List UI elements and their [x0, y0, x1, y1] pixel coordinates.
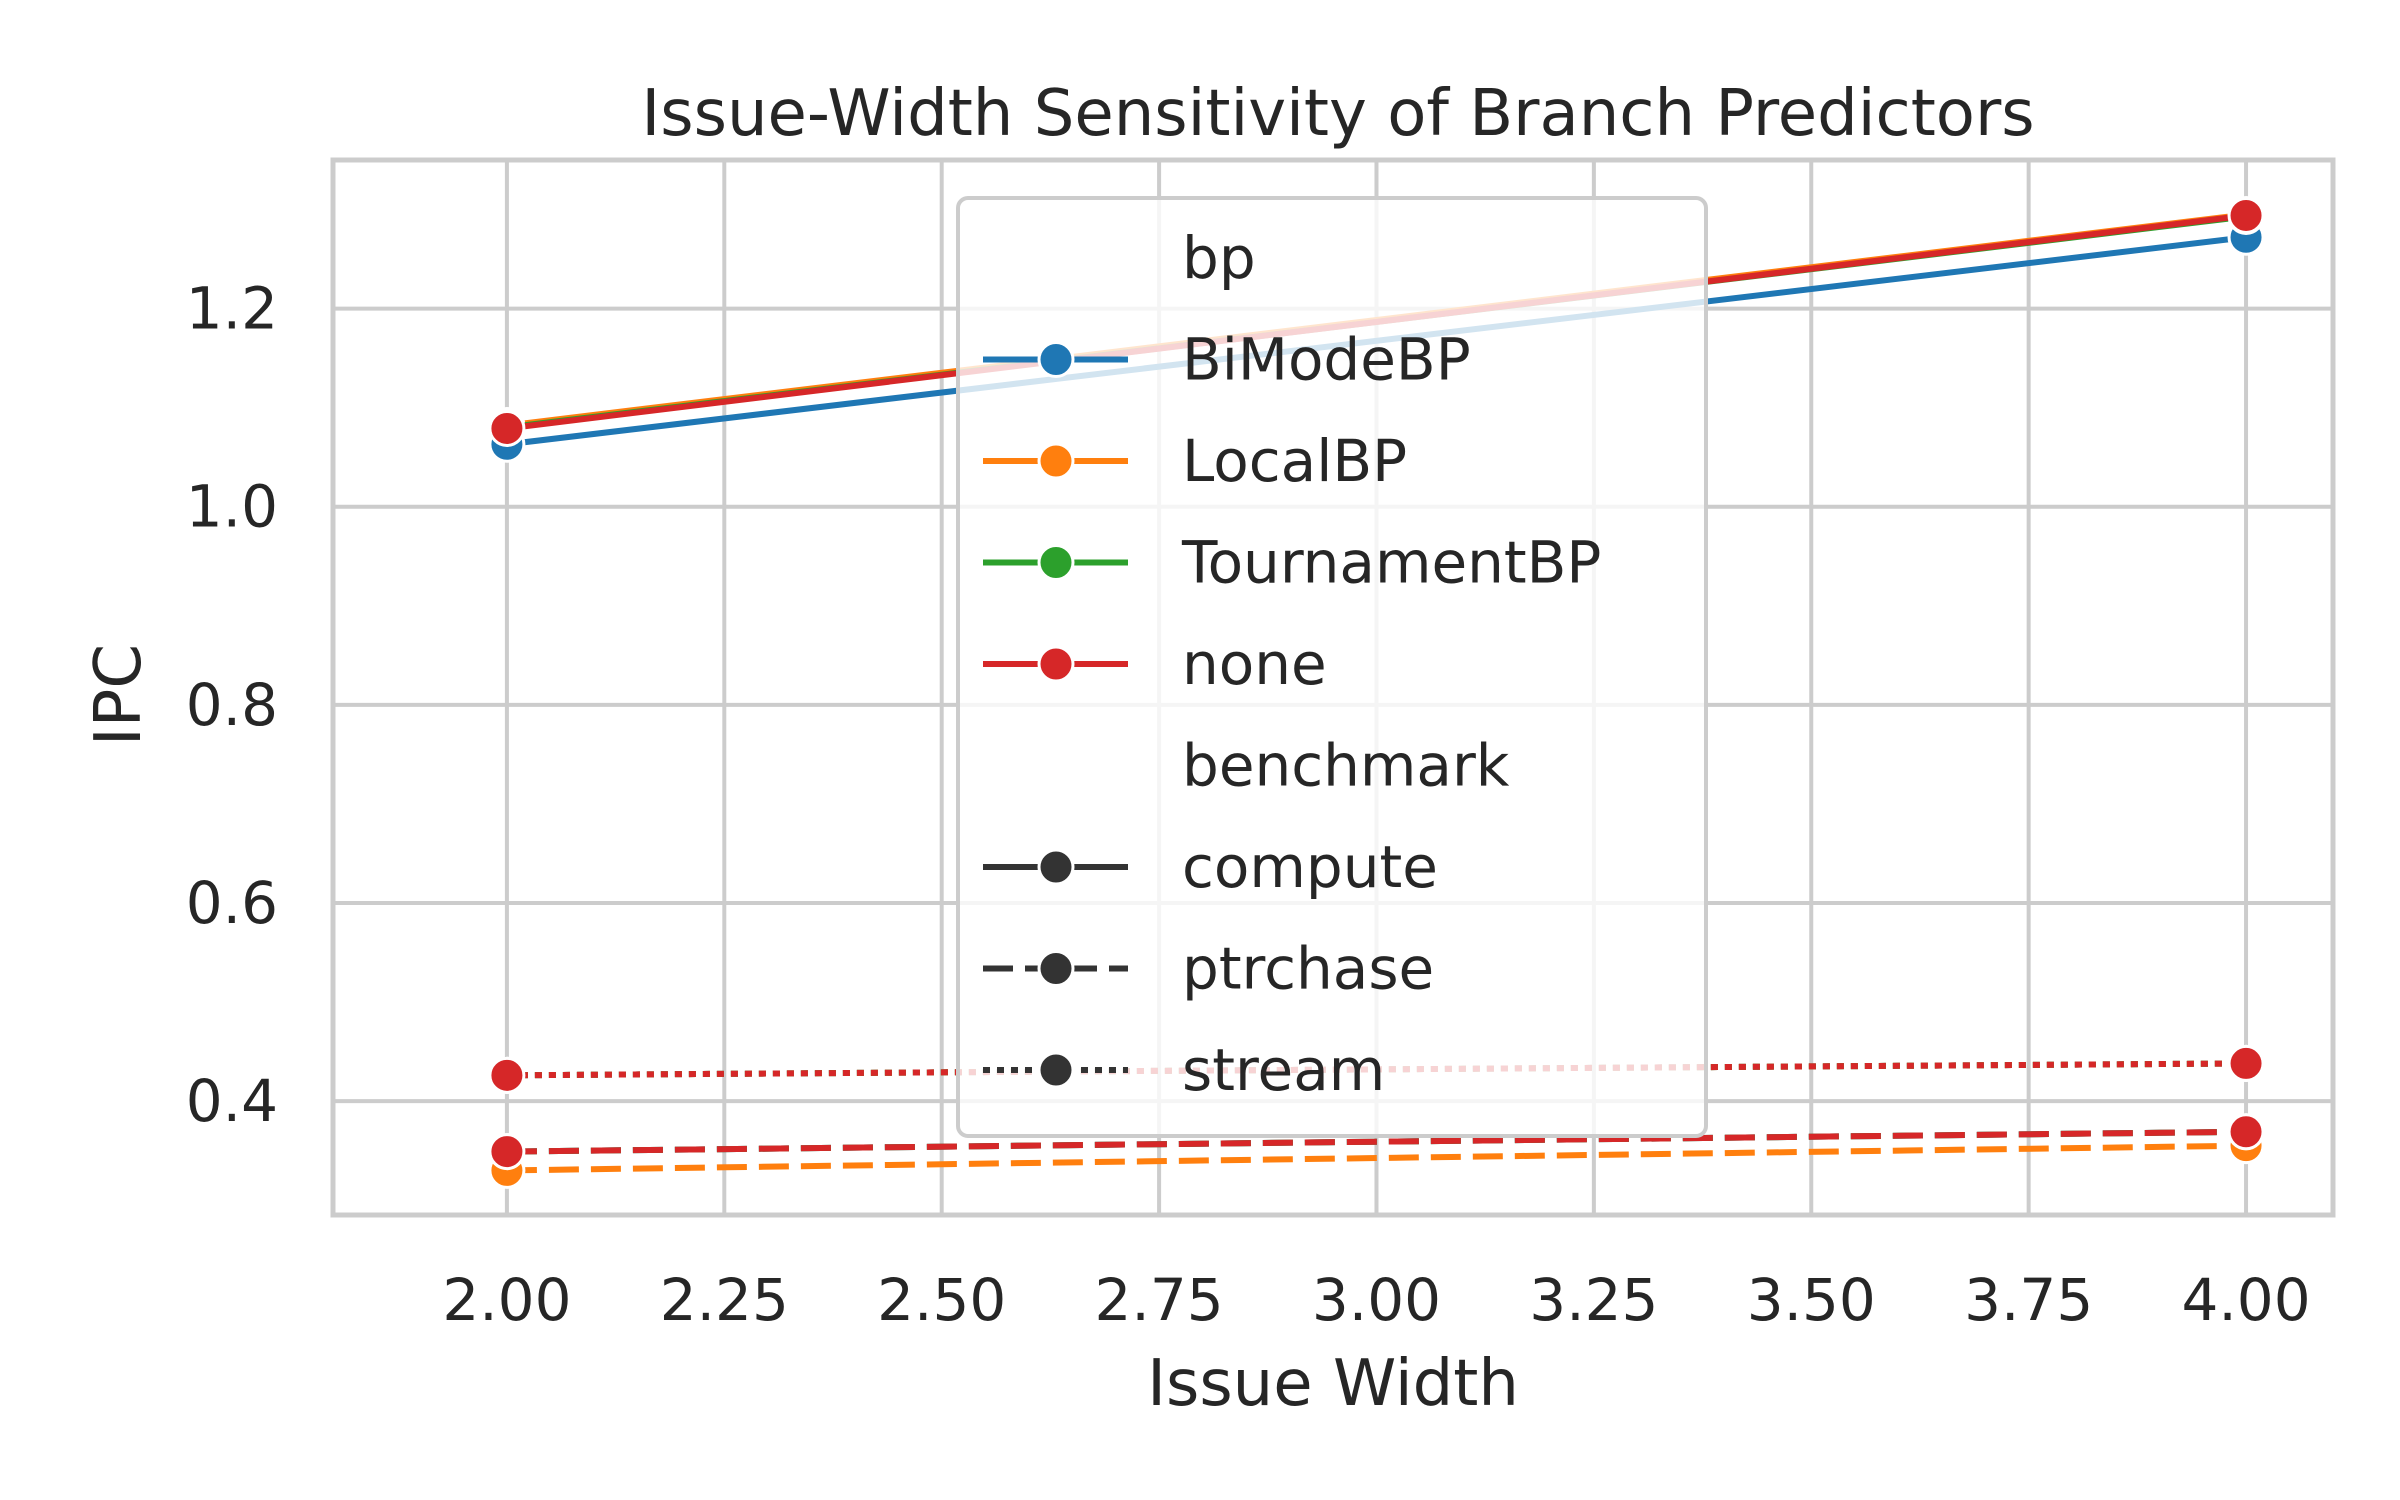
legend-label: ptrchase	[1182, 935, 1434, 1003]
legend-box	[956, 196, 1708, 1138]
series-line	[506, 1128, 2247, 1155]
legend-label: stream	[1182, 1036, 1385, 1104]
y-tick-label: 1.2	[186, 275, 278, 343]
x-tick-label: 3.75	[1964, 1266, 2093, 1334]
x-tick-label: 3.25	[1529, 1266, 1658, 1334]
legend-entry-TournamentBP: TournamentBP	[983, 529, 1601, 597]
x-tick-label: 4.00	[2181, 1266, 2310, 1334]
y-tick-label: 1.0	[186, 473, 278, 541]
series-line	[506, 1142, 2247, 1174]
legend-marker	[1037, 848, 1075, 886]
chart-title: Issue-Width Sensitivity of Branch Predic…	[641, 77, 2034, 151]
legend-marker	[1037, 645, 1075, 683]
legend-entry-stream: stream	[983, 1036, 1385, 1104]
legend-marker	[1037, 442, 1075, 480]
data-point	[2227, 196, 2265, 234]
y-tick-label: 0.6	[186, 869, 278, 937]
series-none-ptrchase	[488, 1113, 2265, 1171]
legend-title: bp	[1182, 224, 1256, 292]
legend-marker	[1037, 544, 1075, 581]
x-tick-label: 2.25	[660, 1266, 789, 1334]
x-tick-labels: 2.00 2.25 2.50 2.75 3.00 3.25 3.50 3.75 4.00	[442, 1266, 2310, 1334]
y-axis-label: IPC	[82, 644, 156, 746]
legend-marker	[1037, 341, 1075, 378]
y-tick-labels: 0.4 0.6 0.8 1.0 1.2	[186, 275, 278, 1135]
data-point	[2227, 1044, 2265, 1082]
legend-label: LocalBP	[1182, 427, 1407, 495]
legend-items: bp BiModeBP LocalBP TournamentBP none benchma…	[983, 224, 1601, 1104]
data-point	[488, 409, 526, 447]
x-tick-label: 3.50	[1747, 1266, 1876, 1334]
y-tick-label: 0.4	[186, 1067, 278, 1135]
plot-frame	[330, 157, 2336, 1218]
data-point	[488, 1133, 526, 1171]
x-axis-label: Issue Width	[1147, 1347, 1519, 1421]
data-point	[2227, 1113, 2265, 1151]
x-tick-label: 2.50	[877, 1266, 1006, 1334]
legend-entry-BiModeBP: BiModeBP	[983, 326, 1471, 394]
legend-label: compute	[1182, 833, 1438, 901]
legend-label: none	[1182, 630, 1327, 698]
legend-title: benchmark	[1182, 732, 1510, 800]
y-tick-label: 0.8	[186, 671, 278, 739]
legend-entry-LocalBP: LocalBP	[983, 427, 1407, 495]
legend-entry-compute: compute	[983, 833, 1438, 901]
legend-label: TournamentBP	[1181, 529, 1601, 597]
legend-entry-none: none	[983, 630, 1327, 698]
x-tick-label: 2.00	[442, 1266, 571, 1334]
legend-marker	[1037, 950, 1075, 987]
legend-entry-ptrchase: ptrchase	[983, 935, 1434, 1003]
legend-label: BiModeBP	[1182, 326, 1471, 394]
legend: bp BiModeBP LocalBP TournamentBP none benchma…	[956, 196, 1708, 1138]
legend-marker	[1037, 1051, 1075, 1089]
data-point	[488, 1056, 526, 1094]
x-tick-label: 2.75	[1095, 1266, 1224, 1334]
x-tick-label: 3.00	[1312, 1266, 1441, 1334]
